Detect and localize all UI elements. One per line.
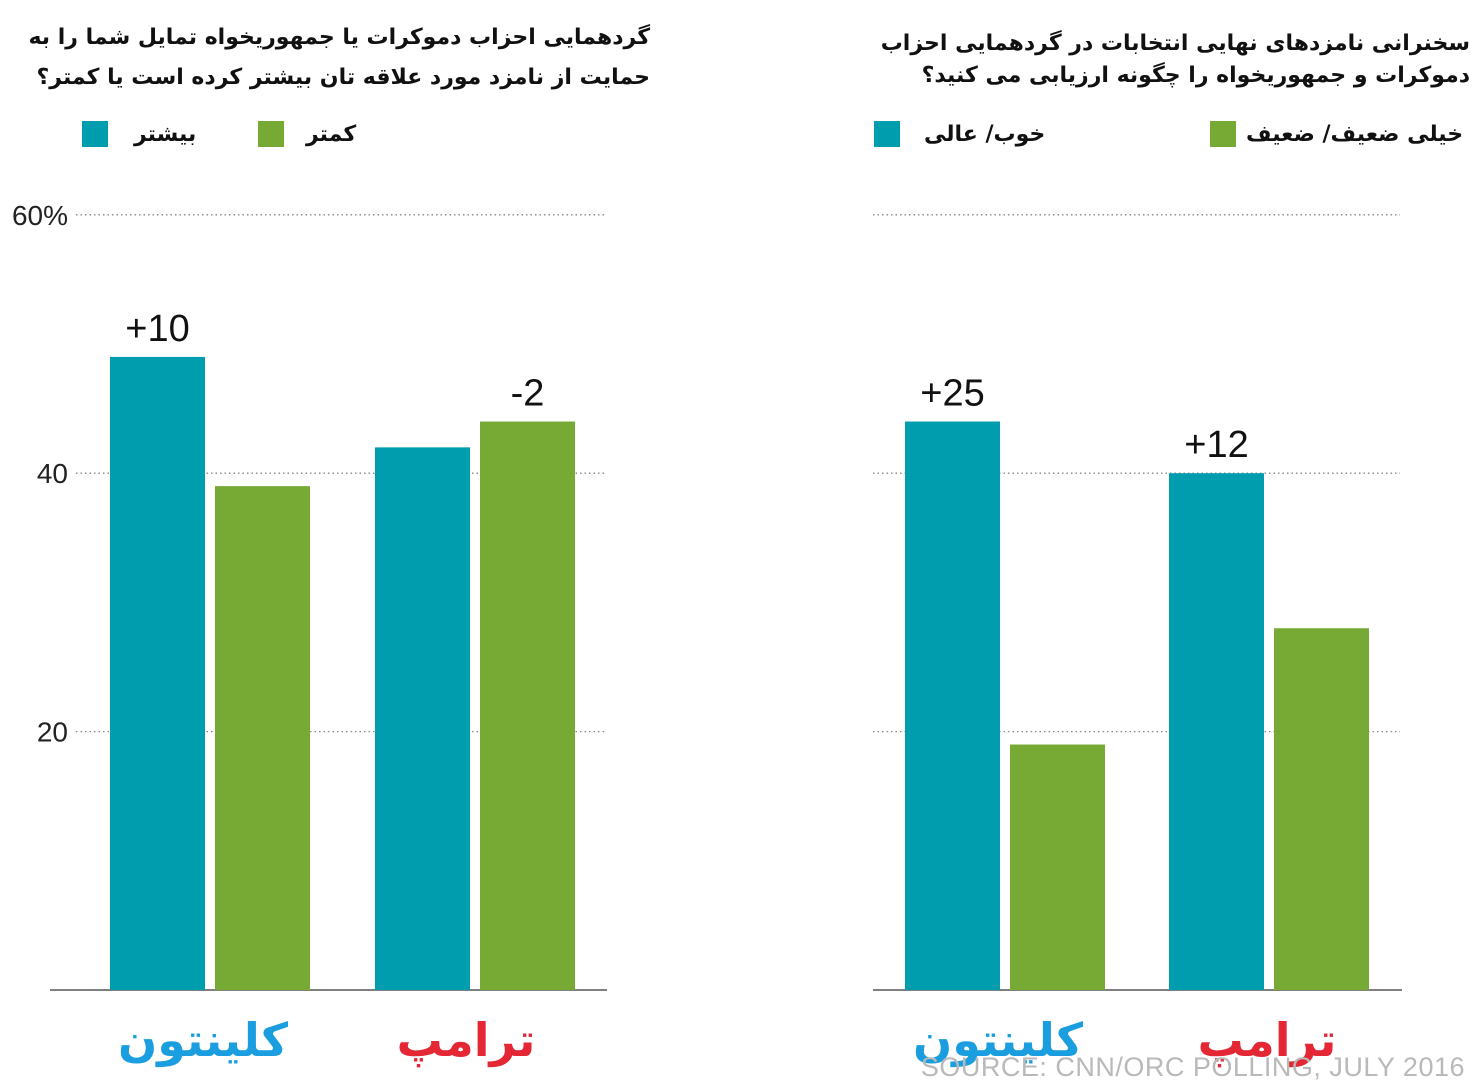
left-legend-more: بیشتر xyxy=(82,121,196,147)
legend-label-poor: خیلی ضعیف/ ضعیف xyxy=(1246,121,1464,147)
left-chart-title: گردهمایی احزاب دموکرات یا جمهوریخواه تما… xyxy=(28,25,650,90)
left-ytick-label: 20 xyxy=(37,717,68,748)
legend-swatch-good xyxy=(874,121,900,147)
left-category-label: ترامپ xyxy=(397,1013,536,1067)
left-bar xyxy=(215,486,310,990)
right-legend-good: خوب/ عالی xyxy=(874,121,1045,147)
left-category-label: کلینتون xyxy=(118,1013,288,1067)
right-bar xyxy=(905,421,1000,990)
right-bar xyxy=(1010,744,1105,990)
legend-label-less: کمتر xyxy=(306,121,357,147)
legend-swatch-less xyxy=(258,121,284,147)
left-bar xyxy=(375,447,470,990)
right-bar xyxy=(1274,628,1369,990)
legend-label-good: خوب/ عالی xyxy=(924,121,1046,147)
source-note: SOURCE: CNN/ORC POLLING, JULY 2016 xyxy=(920,1052,1465,1082)
right-difference-label: +12 xyxy=(1184,424,1248,466)
right-legend-poor: خیلی ضعیف/ ضعیف xyxy=(1210,121,1463,147)
left-ytick-label: 40 xyxy=(37,458,68,489)
right-category-label: ترامپ xyxy=(1198,1013,1337,1067)
left-difference-label: -2 xyxy=(511,373,545,415)
legend-swatch-poor xyxy=(1210,121,1236,147)
left-ytick-label: 60% xyxy=(12,200,68,231)
left-difference-label: +10 xyxy=(125,308,189,350)
right-chart-title: سخنرانی نامزدهای نهایی انتخابات در گردهم… xyxy=(880,31,1470,88)
left-bar xyxy=(110,356,205,990)
right-difference-label: +25 xyxy=(920,373,984,415)
legend-label-more: بیشتر xyxy=(134,121,197,147)
right-category-label: کلینتون xyxy=(913,1013,1083,1067)
legend-swatch-more xyxy=(82,121,108,147)
left-legend-less: کمتر xyxy=(258,121,356,147)
right-bar xyxy=(1169,473,1264,990)
left-bar xyxy=(480,421,575,990)
